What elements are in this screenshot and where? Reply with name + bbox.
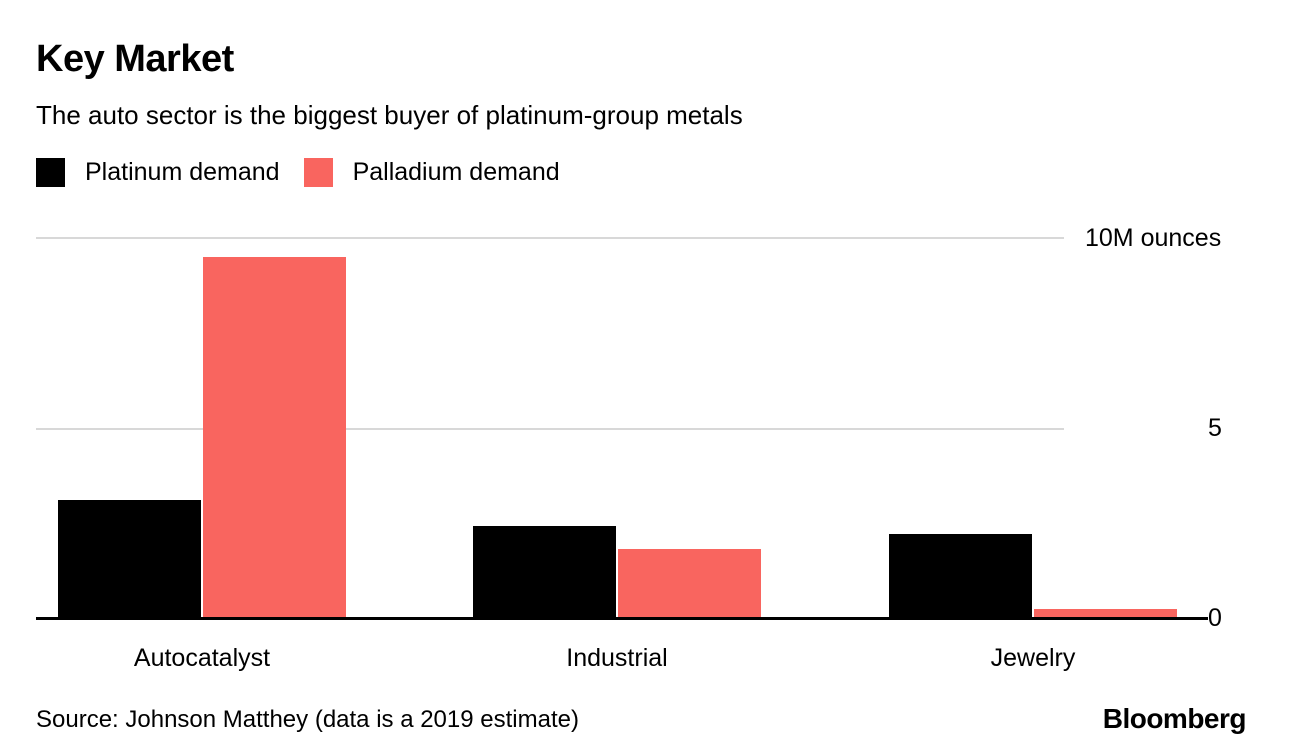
x-axis-label-jewelry: Jewelry	[990, 644, 1076, 672]
bar-industrial-palladium	[618, 549, 761, 617]
x-axis-line	[36, 617, 1208, 620]
legend-label-platinum: Platinum demand	[85, 158, 280, 186]
x-axis-label-autocatalyst: Autocatalyst	[133, 644, 271, 672]
bar-jewelry-platinum	[889, 534, 1032, 617]
bar-autocatalyst-platinum	[58, 500, 201, 617]
legend: Platinum demand Palladium demand	[36, 158, 560, 187]
bloomberg-logo: Bloomberg	[1102, 703, 1247, 734]
y-tick-label-10m-ounces: 10M ounces	[1085, 224, 1222, 252]
bar-autocatalyst-palladium	[203, 257, 346, 617]
palladium-swatch-icon	[303, 158, 333, 187]
legend-item-platinum: Platinum demand	[36, 158, 280, 187]
source-note: Source: Johnson Matthey (data is a 2019 …	[36, 706, 579, 733]
y-tick-label-0: 0	[1208, 604, 1222, 632]
y-tick-label-5: 5	[1208, 414, 1222, 442]
platinum-swatch-icon	[36, 158, 65, 187]
bar-jewelry-palladium	[1034, 609, 1177, 617]
x-axis-label-industrial: Industrial	[566, 644, 668, 672]
gridline-10	[36, 237, 1064, 239]
plot-area: Autocatalyst Industrial Jewelry	[0, 237, 1296, 672]
legend-label-palladium: Palladium demand	[352, 158, 560, 186]
legend-item-palladium: Palladium demand	[303, 158, 560, 187]
gridline-5	[36, 428, 1064, 430]
chart-subtitle: The auto sector is the biggest buyer of …	[36, 100, 743, 130]
chart-title: Key Market	[36, 38, 234, 80]
bar-industrial-platinum	[473, 526, 616, 617]
